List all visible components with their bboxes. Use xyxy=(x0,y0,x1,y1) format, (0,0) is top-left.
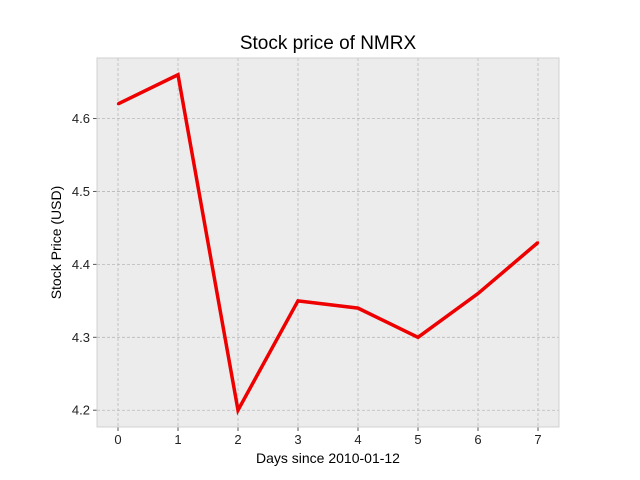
chart-title: Stock price of NMRX xyxy=(240,33,417,54)
x-axis-label: Days since 2010-01-12 xyxy=(256,450,400,466)
y-tick-label: 4.2 xyxy=(72,403,90,418)
data-point xyxy=(476,292,480,295)
x-tick-label: 1 xyxy=(174,432,181,447)
x-tick-label: 5 xyxy=(414,432,421,447)
x-tick-label: 7 xyxy=(534,432,541,447)
x-tick-label: 2 xyxy=(234,432,241,447)
data-point xyxy=(176,73,180,76)
x-tick-label: 3 xyxy=(294,432,301,447)
grid xyxy=(97,58,559,427)
axis-ticks: 0 1 2 3 4 5 6 7 4.2 4.3 4.4 4.5 4.6 xyxy=(72,111,542,447)
y-tick-label: 4.5 xyxy=(72,184,90,199)
price-line xyxy=(117,72,540,416)
y-tick-label: 4.3 xyxy=(72,330,90,345)
plot-frame xyxy=(96,57,560,428)
plot-area xyxy=(97,58,559,427)
data-point xyxy=(416,336,420,339)
data-point xyxy=(536,241,540,244)
data-point xyxy=(236,409,240,412)
data-point xyxy=(116,102,120,106)
series-layer xyxy=(116,72,540,416)
x-tick-label: 4 xyxy=(354,432,361,447)
data-point xyxy=(296,299,300,303)
x-tick-label: 0 xyxy=(114,432,121,447)
y-tick-label: 4.6 xyxy=(72,111,90,126)
y-axis-label: Stock Price (USD) xyxy=(48,186,64,300)
data-point xyxy=(356,306,360,310)
x-tick-label: 6 xyxy=(474,432,481,447)
y-tick-label: 4.4 xyxy=(72,257,90,272)
